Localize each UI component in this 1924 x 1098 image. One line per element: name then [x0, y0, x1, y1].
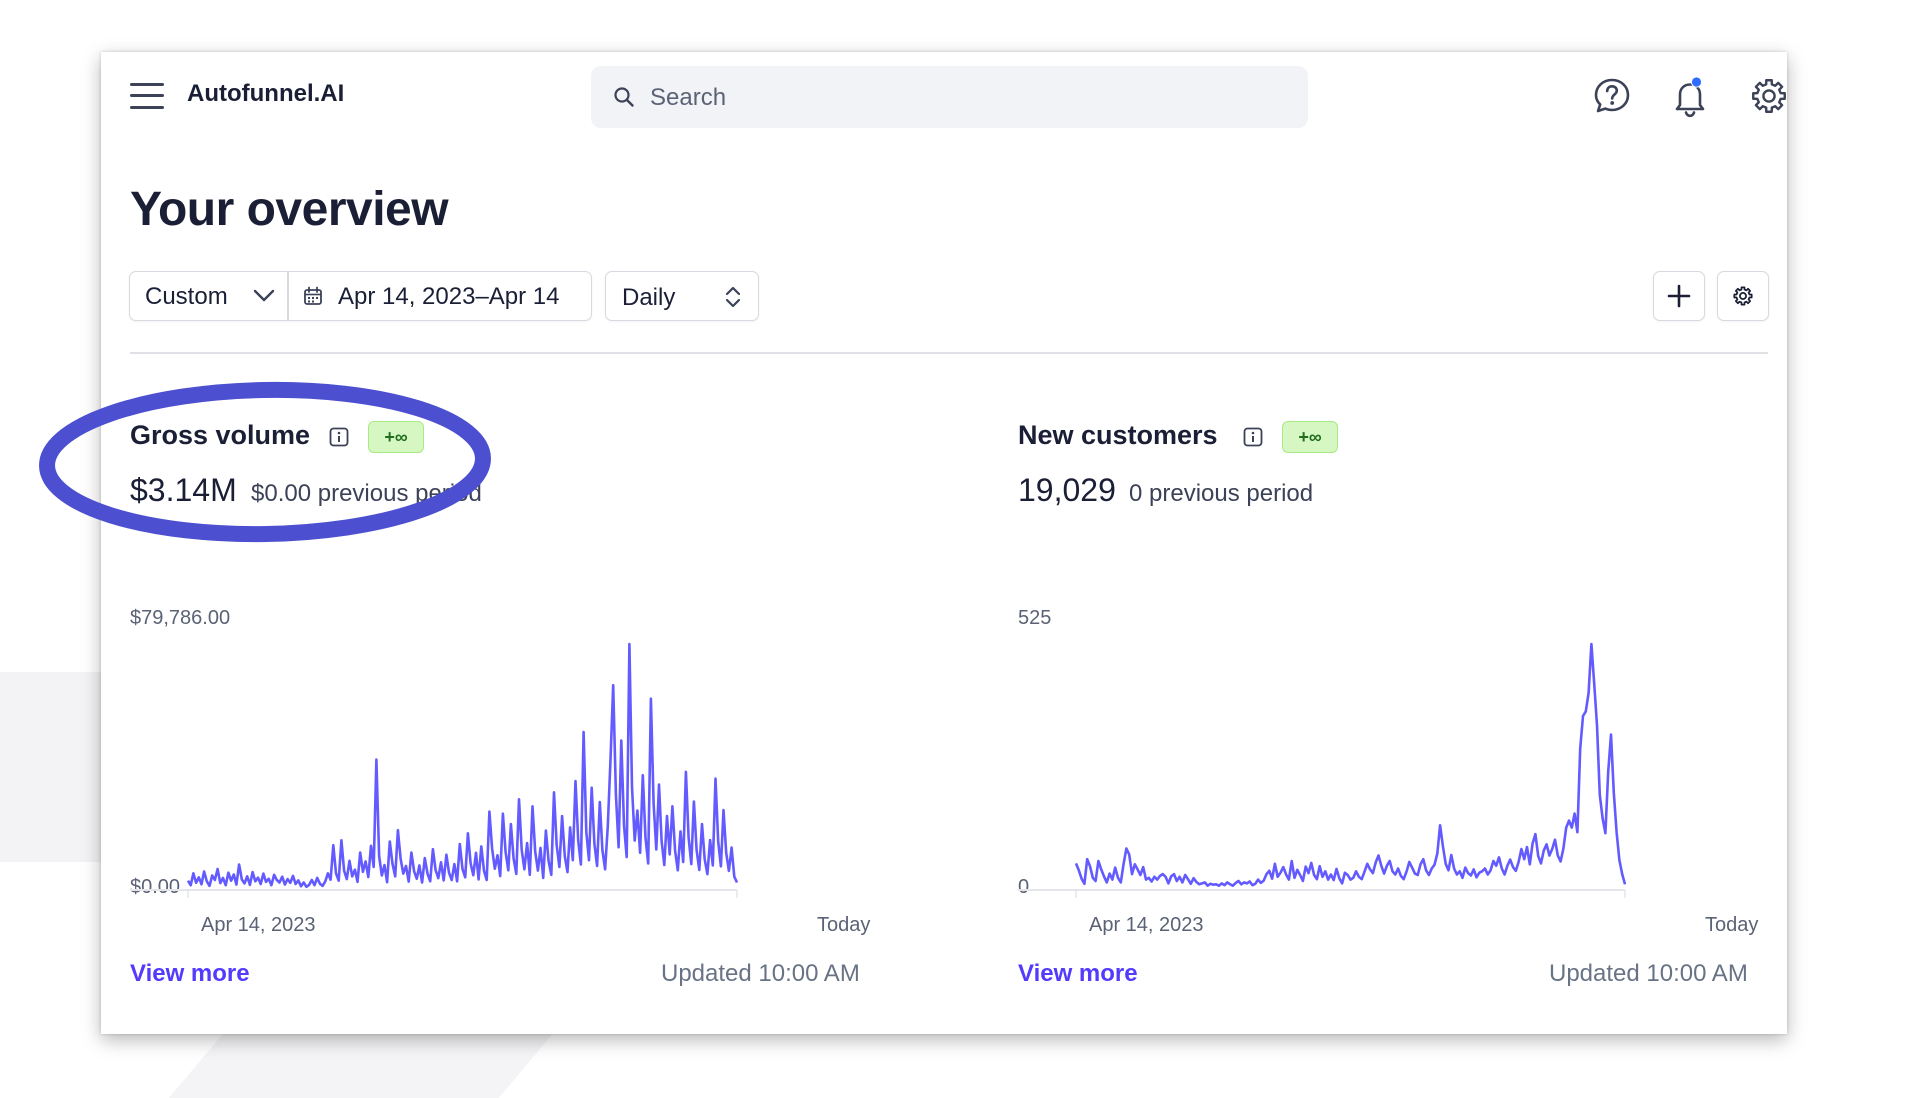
range-preset-select[interactable]: Custom — [129, 271, 287, 321]
x-axis-end-label: Today — [1705, 914, 1759, 936]
section-divider — [130, 352, 1768, 354]
card-title: Gross volume — [130, 420, 311, 450]
search-input[interactable] — [648, 66, 1272, 130]
x-axis-start-label: Apr 14, 2023 — [201, 914, 316, 936]
page-title: Your overview — [130, 183, 449, 236]
gross-volume-chart — [130, 642, 739, 898]
chevron-down-icon — [253, 289, 275, 302]
plus-icon — [1667, 284, 1691, 308]
date-range-label: Apr 14, 2023–Apr 14 — [338, 283, 560, 310]
series-line — [186, 642, 739, 889]
app-window: Autofunnel.AI Your overview Custo — [101, 52, 1787, 1034]
view-more-link[interactable]: View more — [1018, 960, 1138, 987]
search-bar[interactable] — [591, 66, 1308, 130]
view-more-link[interactable]: View more — [130, 960, 250, 987]
change-badge: +∞ — [1282, 421, 1338, 453]
interval-label: Daily — [622, 284, 676, 311]
new-customers-chart — [1018, 642, 1627, 898]
calendar-icon — [304, 286, 322, 305]
y-axis-min-label: 0 — [1018, 876, 1030, 898]
y-axis-max-label: 525 — [1018, 607, 1052, 629]
info-icon[interactable] — [1243, 427, 1263, 447]
notification-bell-icon[interactable] — [1670, 76, 1710, 118]
card-title: New customers — [1018, 420, 1218, 450]
updated-timestamp: Updated 10:00 AM — [661, 960, 860, 987]
y-axis-max-label: $79,786.00 — [130, 607, 231, 629]
gear-icon — [1733, 286, 1753, 306]
settings-gear-icon[interactable] — [1749, 76, 1789, 116]
metric-value: 19,029 — [1018, 472, 1116, 508]
x-axis-end-label: Today — [817, 914, 871, 936]
up-down-chevron-icon — [725, 286, 741, 308]
previous-period: $0.00 previous period — [251, 480, 482, 507]
menu-icon[interactable] — [130, 82, 164, 110]
interval-select[interactable]: Daily — [605, 271, 759, 321]
date-range-control — [129, 271, 592, 321]
help-icon[interactable] — [1592, 76, 1632, 116]
metric-value: $3.14M — [130, 472, 237, 508]
series-line — [1074, 642, 1627, 887]
range-preset-label: Custom — [145, 283, 228, 310]
change-badge: +∞ — [368, 421, 424, 453]
updated-timestamp: Updated 10:00 AM — [1549, 960, 1748, 987]
x-axis-start-label: Apr 14, 2023 — [1089, 914, 1204, 936]
search-icon — [614, 87, 634, 107]
y-axis-min-label: $0.00 — [130, 876, 181, 898]
date-range-picker[interactable]: Apr 14, 2023–Apr 14 — [289, 271, 591, 321]
previous-period: 0 previous period — [1129, 480, 1314, 507]
info-icon[interactable] — [329, 427, 349, 447]
add-chart-button[interactable] — [1653, 271, 1705, 321]
control-divider — [287, 271, 289, 321]
brand-name: Autofunnel.AI — [187, 80, 345, 107]
overview-settings-button[interactable] — [1717, 271, 1769, 321]
